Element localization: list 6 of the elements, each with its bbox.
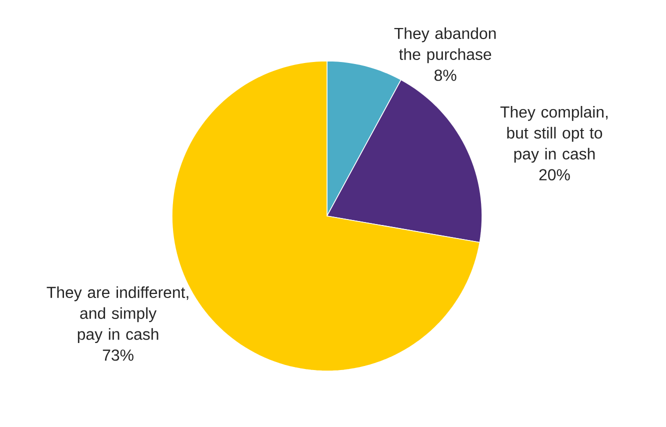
data-label: 20% — [539, 169, 570, 180]
slice-label: They abandon the purchase — [394, 27, 496, 64]
slice-label: They complain, but still opt to pay in cash — [500, 106, 608, 163]
slice-label: They are indifferent, and simply pay in cash — [46, 286, 188, 344]
data-label: 8% — [434, 70, 456, 81]
data-label: 73% — [102, 350, 134, 361]
